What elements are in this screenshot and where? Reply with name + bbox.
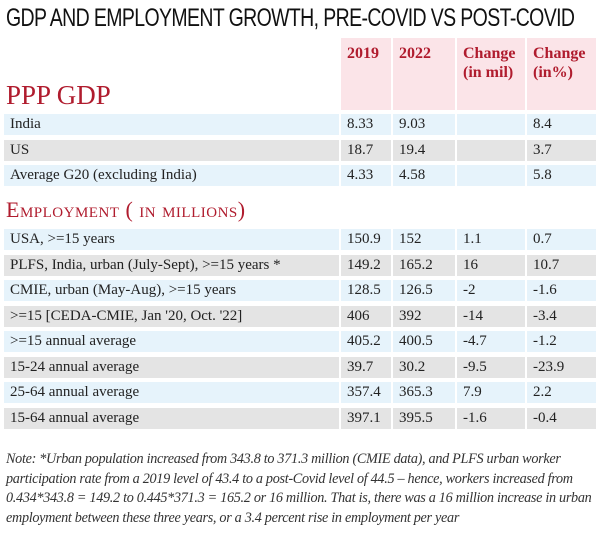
value-2019: 18.7 [341,139,391,161]
value-2019: 405.2 [341,331,391,352]
row-label: US [4,139,339,161]
value-change-pct: 8.4 [527,114,596,135]
row-label: India [4,114,339,135]
value-change-pct: 5.8 [527,165,596,186]
value-change-pct: 3.7 [527,139,596,161]
table-row: >=15 [CEDA-CMIE, Jan '20, Oct. '22] 406 39… [4,305,596,327]
header-2022-label: 2022 [399,45,431,62]
value-2022: 152 [393,229,455,250]
table-row: 15-64 annual average 397.1 395.5 -1.6 -0.4 [4,407,596,429]
row-label: CMIE, urban (May-Aug), >=15 years [4,280,339,301]
value-change-mil: 7.9 [457,382,525,403]
value-2019: 357.4 [341,382,391,403]
row-label: PLFS, India, urban (July-Sept), >=15 yea… [4,254,339,276]
value-2022: 165.2 [393,254,455,276]
value-change-pct: 0.7 [527,229,596,250]
value-2019: 8.33 [341,114,391,135]
value-change-mil [457,165,525,186]
value-change-mil: 16 [457,254,525,276]
row-label: Average G20 (excluding India) [4,165,339,186]
header-2019: 2019 [341,38,391,110]
table-row: 25-64 annual average 357.4 365.3 7.9 2.2 [4,382,596,403]
value-2019: 128.5 [341,280,391,301]
header-change-mil-line2: (in mil) [463,64,514,81]
row-label: 15-64 annual average [4,407,339,429]
header-change-pct-line1: Change [533,45,586,62]
value-2019: 397.1 [341,407,391,429]
value-change-mil [457,139,525,161]
value-2022: 400.5 [393,331,455,352]
value-2022: 365.3 [393,382,455,403]
value-2022: 126.5 [393,280,455,301]
value-2022: 395.5 [393,407,455,429]
value-change-mil: 1.1 [457,229,525,250]
header-change-mil-line1: Change [463,45,516,62]
row-label: USA, >=15 years [4,229,339,250]
value-change-pct: -23.9 [527,356,596,378]
header-change-pct: Change (in%) [527,38,596,110]
value-change-mil: -4.7 [457,331,525,352]
value-2022: 9.03 [393,114,455,135]
table-row: USA, >=15 years 150.9 152 1.1 0.7 [4,229,596,250]
value-change-mil [457,114,525,135]
header-change-pct-line2: (in%) [533,64,573,81]
value-change-mil: -1.6 [457,407,525,429]
value-change-pct: -3.4 [527,305,596,327]
value-2019: 4.33 [341,165,391,186]
table-row: >=15 annual average 405.2 400.5 -4.7 -1.2 [4,331,596,352]
table-row: CMIE, urban (May-Aug), >=15 years 128.5 12… [4,280,596,301]
value-change-pct: -0.4 [527,407,596,429]
value-change-pct: -1.2 [527,331,596,352]
value-2022: 19.4 [393,139,455,161]
row-label: 25-64 annual average [4,382,339,403]
value-change-mil: -2 [457,280,525,301]
table-row: PLFS, India, urban (July-Sept), >=15 yea… [4,254,596,276]
value-2022: 392 [393,305,455,327]
table-row: India 8.33 9.03 8.4 [4,114,596,135]
value-2019: 39.7 [341,356,391,378]
value-change-pct: -1.6 [527,280,596,301]
header-change-mil: Change (in mil) [457,38,525,110]
row-label: 15-24 annual average [4,356,339,378]
table-row: 15-24 annual average 39.7 30.2 -9.5 -23.9 [4,356,596,378]
value-2019: 150.9 [341,229,391,250]
value-change-mil: -9.5 [457,356,525,378]
table-row: US 18.7 19.4 3.7 [4,139,596,161]
row-label: >=15 [CEDA-CMIE, Jan '20, Oct. '22] [4,305,339,327]
header-2022: 2022 [393,38,455,110]
value-2019: 406 [341,305,391,327]
header-2019-label: 2019 [347,45,379,62]
section-title-gdp: PPP GDP [6,80,111,110]
value-2022: 30.2 [393,356,455,378]
section-title-employment: Employment ( in millions) [6,197,246,222]
value-change-pct: 2.2 [527,382,596,403]
row-label: >=15 annual average [4,331,339,352]
footnote: Note: *Urban population increased from 3… [6,451,592,526]
table-title: GDP AND EMPLOYMENT GROWTH, PRE-COVID VS … [6,4,575,32]
table-row: Average G20 (excluding India) 4.33 4.58 5.8 [4,165,596,186]
value-change-pct: 10.7 [527,254,596,276]
value-change-mil: -14 [457,305,525,327]
value-2019: 149.2 [341,254,391,276]
value-2022: 4.58 [393,165,455,186]
